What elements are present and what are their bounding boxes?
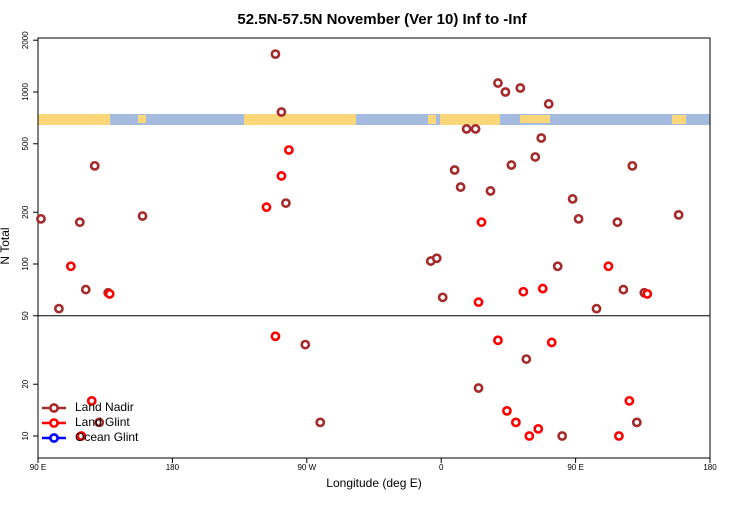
point <box>552 261 563 272</box>
y-tick-label: 200 <box>21 205 30 219</box>
point <box>557 431 568 441</box>
point <box>437 292 448 303</box>
point <box>455 182 466 192</box>
point <box>524 431 535 441</box>
point <box>74 217 85 228</box>
point <box>94 417 105 428</box>
point <box>485 186 496 196</box>
point <box>54 303 64 314</box>
point <box>591 303 602 314</box>
y-tick-label: 1000 <box>21 83 30 101</box>
legend-marker <box>49 403 59 413</box>
point <box>533 423 544 434</box>
point <box>315 417 326 428</box>
point <box>614 431 624 441</box>
point <box>521 354 532 364</box>
y-axis-label: N Total <box>0 227 12 264</box>
point <box>624 395 635 406</box>
y-tick-label: 2000 <box>21 31 30 49</box>
legend-label: Land Nadir <box>75 400 134 414</box>
point <box>104 289 115 299</box>
point <box>546 337 557 348</box>
point <box>537 283 548 294</box>
point <box>280 198 291 208</box>
y-tick-label: 100 <box>21 257 30 271</box>
point <box>36 213 46 224</box>
legend-marker <box>49 418 59 428</box>
point <box>502 405 512 416</box>
y-tick-label: 500 <box>21 137 30 151</box>
y-tick-label: 50 <box>21 311 30 320</box>
point <box>470 124 481 134</box>
point <box>642 289 653 299</box>
point <box>631 417 642 428</box>
point <box>515 83 526 93</box>
point <box>612 217 623 228</box>
point <box>573 213 584 224</box>
point <box>86 395 97 406</box>
point <box>476 217 487 228</box>
point <box>80 284 91 295</box>
point <box>431 253 442 264</box>
point <box>89 160 100 171</box>
point <box>283 145 294 155</box>
point <box>261 202 272 213</box>
point <box>603 261 614 272</box>
map-strip <box>38 114 710 125</box>
plot-frame <box>37 37 711 459</box>
point <box>270 49 281 60</box>
point <box>473 297 484 308</box>
point <box>530 152 541 162</box>
y-tick-label: 10 <box>21 431 30 440</box>
point <box>493 335 503 346</box>
point <box>627 160 638 171</box>
point <box>500 87 511 97</box>
point <box>543 99 554 109</box>
legend-label: Land Glint <box>75 415 130 429</box>
x-tick-label: 90 E <box>567 463 583 472</box>
x-tick-label: 180 <box>166 463 180 472</box>
y-tick-label: 20 <box>21 379 30 388</box>
point <box>449 165 460 175</box>
point <box>673 209 684 220</box>
point <box>137 211 148 221</box>
point <box>300 339 311 350</box>
point <box>270 331 281 342</box>
point <box>276 171 287 181</box>
point <box>473 383 484 393</box>
point <box>510 417 521 428</box>
chart-title: 52.5N-57.5N November (Ver 10) Inf to -In… <box>237 11 527 28</box>
legend-marker <box>49 433 59 443</box>
legend-label: Ocean Glint <box>75 430 139 444</box>
point <box>506 160 517 170</box>
point <box>461 124 472 134</box>
point <box>618 284 629 295</box>
point <box>518 286 529 297</box>
x-tick-label: 90 W <box>297 463 316 472</box>
x-axis-label: Longitude (deg E) <box>326 476 421 490</box>
point <box>276 107 287 117</box>
x-tick-label: 90 E <box>30 463 46 472</box>
point <box>65 261 76 272</box>
point <box>536 133 547 143</box>
x-tick-label: 180 <box>703 463 717 472</box>
point <box>567 194 578 204</box>
point <box>493 78 503 88</box>
x-tick-label: 0 <box>439 463 444 472</box>
point <box>76 431 87 441</box>
